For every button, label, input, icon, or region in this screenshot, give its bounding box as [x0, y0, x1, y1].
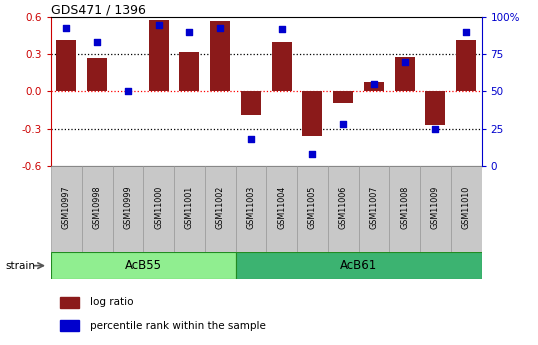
FancyBboxPatch shape [205, 166, 236, 252]
FancyBboxPatch shape [236, 252, 482, 279]
Bar [87, 58, 107, 91]
Text: percentile rank within the sample: percentile rank within the sample [90, 321, 266, 331]
Point [308, 151, 317, 157]
Text: GDS471 / 1396: GDS471 / 1396 [51, 3, 146, 16]
Point [370, 81, 378, 87]
FancyBboxPatch shape [390, 166, 420, 252]
Point [400, 59, 409, 65]
FancyBboxPatch shape [358, 166, 390, 252]
Text: GSM11007: GSM11007 [370, 185, 378, 229]
Text: GSM11005: GSM11005 [308, 185, 317, 229]
Text: GSM11009: GSM11009 [431, 185, 440, 229]
Bar [241, 91, 261, 115]
Bar [426, 91, 445, 125]
Bar [210, 21, 230, 91]
FancyBboxPatch shape [266, 166, 297, 252]
Point [431, 126, 440, 131]
FancyBboxPatch shape [82, 166, 112, 252]
Text: GSM10999: GSM10999 [123, 185, 132, 229]
FancyBboxPatch shape [51, 252, 236, 279]
FancyBboxPatch shape [451, 166, 482, 252]
Point [62, 25, 71, 30]
Bar [333, 91, 353, 102]
Text: AcB61: AcB61 [340, 259, 377, 272]
Point [339, 121, 348, 127]
Text: GSM11010: GSM11010 [462, 185, 471, 229]
Bar [148, 20, 169, 91]
FancyBboxPatch shape [297, 166, 328, 252]
FancyBboxPatch shape [328, 166, 358, 252]
FancyBboxPatch shape [51, 166, 82, 252]
Text: GSM11004: GSM11004 [277, 185, 286, 229]
Point [462, 29, 470, 35]
Bar [56, 39, 76, 91]
FancyBboxPatch shape [143, 166, 174, 252]
Text: GSM11008: GSM11008 [400, 185, 409, 229]
Bar [180, 52, 200, 91]
Bar [272, 42, 292, 91]
Text: GSM11002: GSM11002 [216, 185, 225, 229]
Point [216, 25, 224, 30]
Bar [456, 39, 476, 91]
Text: log ratio: log ratio [90, 297, 133, 307]
Text: AcB55: AcB55 [125, 259, 162, 272]
Point [246, 136, 255, 142]
Bar [395, 57, 415, 91]
Bar [60, 297, 79, 307]
FancyBboxPatch shape [112, 166, 143, 252]
Text: GSM11001: GSM11001 [185, 185, 194, 229]
Point [154, 22, 163, 28]
Text: GSM11006: GSM11006 [338, 185, 348, 229]
FancyBboxPatch shape [420, 166, 451, 252]
Point [185, 29, 194, 35]
Text: GSM10998: GSM10998 [93, 185, 102, 229]
Text: GSM10997: GSM10997 [62, 185, 71, 229]
FancyBboxPatch shape [174, 166, 205, 252]
Text: GSM11003: GSM11003 [246, 185, 256, 229]
Point [278, 26, 286, 32]
Text: strain: strain [5, 261, 36, 270]
Text: GSM11000: GSM11000 [154, 185, 163, 229]
Bar [364, 81, 384, 91]
Point [124, 89, 132, 94]
Bar [60, 321, 79, 331]
Point [93, 40, 102, 45]
Bar [302, 91, 322, 136]
FancyBboxPatch shape [236, 166, 266, 252]
